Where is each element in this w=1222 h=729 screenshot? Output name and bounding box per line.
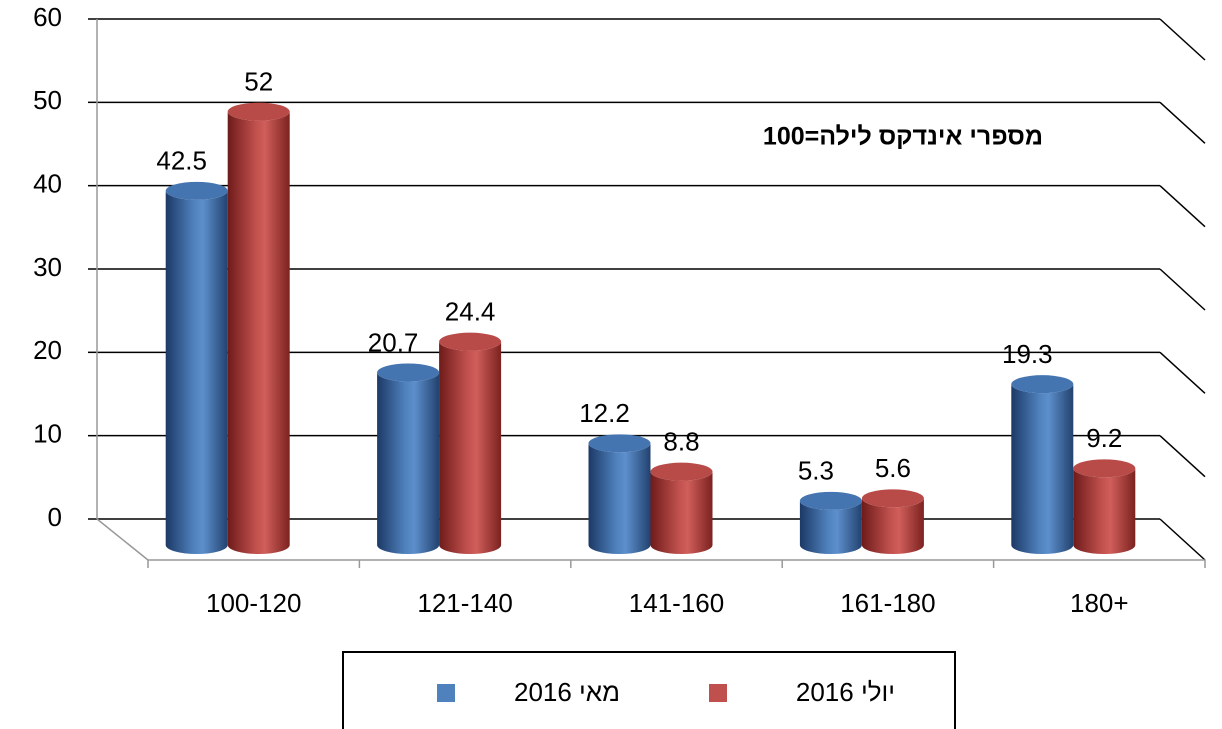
value-label: 9.2 [1086,423,1122,453]
bar-cap [227,102,290,121]
bar [1011,384,1074,554]
bar-cap [165,181,228,200]
legend-swatch [437,684,455,702]
legend-swatch [709,684,727,702]
bar [165,190,228,555]
y-tick-label: 10 [33,419,62,449]
x-tick-label: 100-120 [206,588,301,618]
value-label: 12.2 [579,398,630,428]
x-tick-label: 161-180 [840,588,935,618]
grid-line-side [1159,435,1206,478]
bar [1073,468,1136,554]
bar-cap [588,434,651,453]
bar-cap [1073,459,1136,478]
grid-line-side [1159,518,1206,561]
bar [861,498,924,554]
bar-cap [799,491,862,510]
bar [377,372,440,554]
x-tick-label: 180+ [1070,588,1129,618]
value-label: 20.7 [368,327,419,357]
bar-cap [650,462,713,481]
bar-cap [861,489,924,508]
x-tick-label: 121-140 [417,588,512,618]
bar [799,500,862,554]
y-tick-label: 30 [33,252,62,282]
legend-label: יולי 2016 [796,677,895,707]
value-label: 8.8 [663,427,699,457]
y-tick-label: 60 [33,2,62,32]
floor-left [96,518,149,561]
value-label: 5.3 [798,456,834,486]
bar [650,471,713,554]
y-tick-label: 50 [33,85,62,115]
annotation: מספרי אינדקס לילה=100 [763,123,1043,151]
y-tick-label: 0 [48,502,62,532]
bar-cap [439,332,502,351]
y-tick-label: 40 [33,169,62,199]
value-label: 24.4 [445,297,496,327]
bar [227,111,290,555]
bar [439,341,502,554]
grid-line-side [1159,351,1206,394]
value-label: 5.6 [875,453,911,483]
x-tick-label: 141-160 [629,588,724,618]
bar [588,443,651,554]
value-label: 19.3 [1002,339,1053,369]
grid-line-side [1159,101,1206,144]
value-label: 52 [244,67,273,97]
y-tick-label: 20 [33,335,62,365]
grid-line-side [1159,185,1206,228]
bar-cap [1011,375,1074,394]
bar-cap [377,363,440,382]
value-label: 42.5 [156,146,207,176]
legend-label: מאי 2016 [514,677,620,707]
grid-line-side [1159,268,1206,311]
grid-line-side [1159,18,1206,61]
